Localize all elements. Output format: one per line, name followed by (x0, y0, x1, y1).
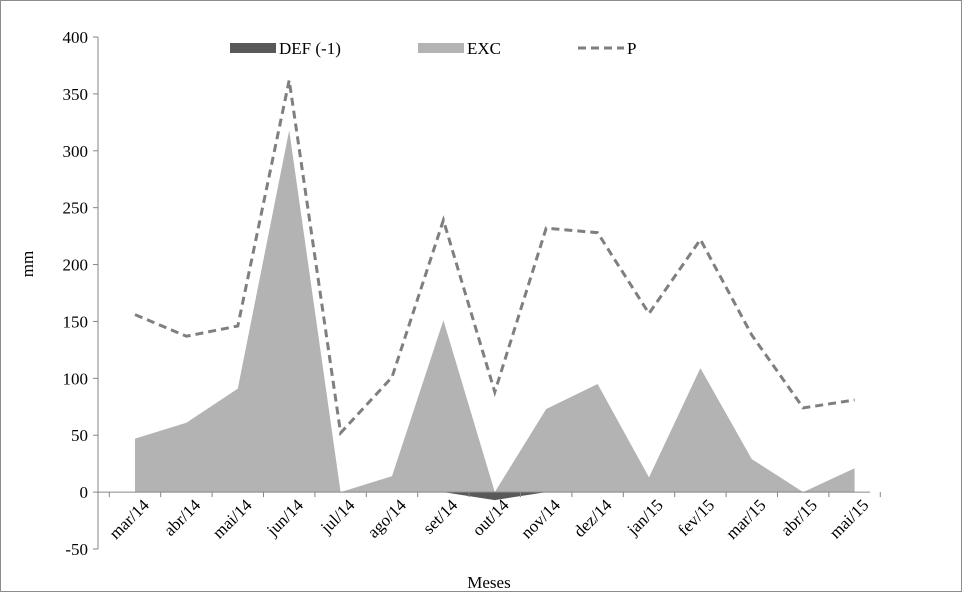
x-tick-label: set/14 (419, 495, 462, 538)
x-tick-label: abr/14 (160, 495, 204, 539)
y-tick-label: 50 (71, 426, 88, 445)
y-tick-label: 0 (80, 483, 89, 502)
line-layer (134, 79, 855, 437)
legend-label: P (627, 39, 636, 58)
legend-label: DEF (-1) (279, 39, 341, 58)
y-tick-label: 250 (63, 199, 89, 218)
x-tick-label: jul/14 (316, 495, 359, 538)
x-tick-label: ago/14 (364, 495, 411, 542)
legend-label: EXC (467, 39, 501, 58)
y-tick-label: 350 (63, 85, 89, 104)
y-tick-label: 100 (63, 369, 89, 388)
area-layer (135, 130, 855, 501)
x-tick-label: mar/15 (722, 496, 769, 543)
x-tick-label: nov/14 (517, 495, 564, 542)
p-line (134, 79, 855, 437)
legend-swatch (418, 43, 464, 53)
y-tick-label: 400 (63, 28, 89, 47)
y-tick-label: 150 (63, 312, 89, 331)
x-tick-label: out/14 (468, 495, 513, 540)
exc-area (135, 130, 855, 493)
legend-swatch (230, 43, 276, 53)
y-tick-label: -50 (65, 540, 88, 559)
y-tick-label: 300 (63, 142, 89, 161)
x-tick-label: jan/15 (623, 496, 667, 540)
x-tick-label: mar/14 (105, 495, 153, 543)
x-tick-label: mai/14 (209, 495, 256, 542)
x-tick-label: jun/14 (262, 495, 307, 540)
def-area (135, 492, 855, 501)
x-tick-label: fev/15 (674, 496, 718, 540)
x-tick-label: dez/14 (570, 495, 616, 541)
legend: DEF (-1) EXC P (230, 39, 636, 58)
axes (93, 36, 881, 550)
x-axis-label: Meses (467, 573, 510, 592)
x-tick-label: abr/15 (777, 496, 821, 540)
y-axis-label: mm (18, 251, 37, 277)
y-tick-label: 200 (63, 256, 89, 275)
x-tick-label: mai/15 (826, 496, 873, 543)
